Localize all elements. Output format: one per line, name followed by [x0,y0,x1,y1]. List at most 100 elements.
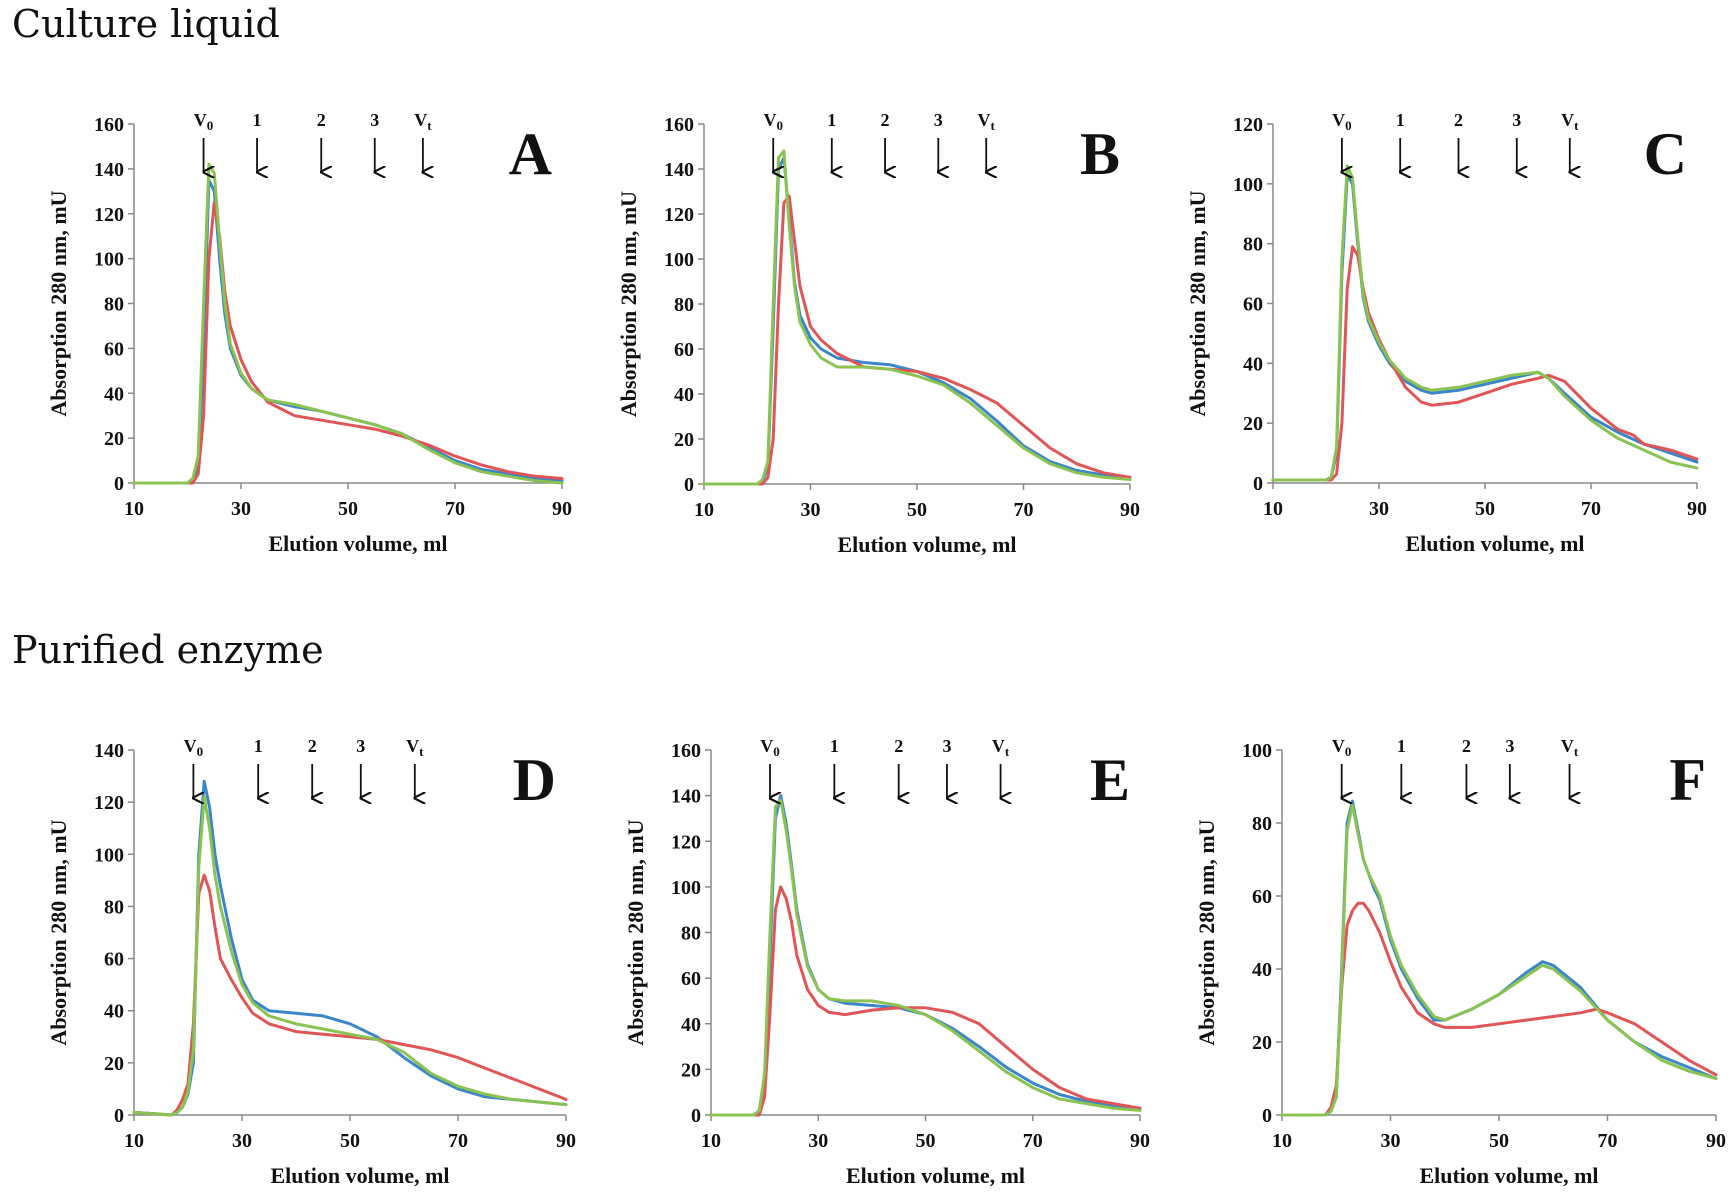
x-tick-label: 70 [1014,499,1034,521]
series-line-green [1280,803,1718,1117]
y-tick-label: 140 [664,159,694,181]
y-tick-label: 0 [1262,1105,1272,1127]
marker-label-main: V [1332,736,1345,756]
marker-label-subscript: t [1574,744,1579,759]
marker-label-main: V [763,110,776,130]
marker-label-subscript: 0 [773,744,780,759]
panel-letter: C [1644,121,1687,187]
y-tick-label: 140 [671,786,701,808]
marker-label: 2 [1454,110,1463,130]
panel-letter: E [1090,747,1130,813]
marker-label: 3 [934,110,943,130]
marker-label: 1 [830,736,839,756]
marker-label-main: 3 [356,736,365,756]
x-axis-label: Elution volume, ml [268,531,447,556]
x-tick-label: 30 [1369,498,1389,520]
x-axis-label: Elution volume, ml [270,1163,449,1188]
y-axis-label: Absorption 280 nm, mU [616,191,641,417]
y-tick-label: 20 [674,429,694,451]
marker-label-main: 3 [1512,110,1521,130]
marker-label-subscript: t [991,118,996,133]
marker-label-main: V [1332,110,1345,130]
y-tick-label: 160 [664,114,694,136]
y-tick-label: 0 [1253,473,1263,495]
marker-label: 1 [827,110,836,130]
y-tick-label: 20 [104,1053,124,1075]
y-tick-label: 120 [671,831,701,853]
y-axis-label: Absorption 280 nm, mU [46,190,71,416]
marker-label-subscript: t [1574,118,1579,133]
x-tick-label: 50 [340,1130,360,1152]
x-tick-label: 30 [1381,1130,1401,1152]
y-tick-label: 100 [1233,174,1263,196]
series-line-red [1271,245,1699,482]
marker-label: Vt [978,110,996,133]
x-tick-label: 30 [231,498,251,520]
marker-label: Vt [1561,736,1579,759]
marker-label: Vt [414,110,432,133]
marker-label-main: 3 [934,110,943,130]
x-tick-label: 30 [232,1130,252,1152]
marker-label: 1 [1396,110,1405,130]
x-tick-label: 10 [1263,498,1283,520]
x-tick-label: 10 [1272,1130,1292,1152]
x-tick-label: 50 [1475,498,1495,520]
panel-letter: F [1669,747,1706,813]
marker-label-main: 1 [254,736,263,756]
y-tick-label: 20 [104,428,124,450]
series-line-green [1271,164,1699,482]
marker-label-main: V [992,736,1005,756]
y-tick-label: 0 [684,474,694,496]
marker-label-main: V [414,110,427,130]
y-tick-label: 120 [664,204,694,226]
y-tick-label: 100 [94,249,124,271]
marker-label: 2 [894,736,903,756]
marker-label-subscript: 0 [1345,118,1352,133]
marker-label-main: V [760,736,773,756]
marker-label-main: 3 [370,110,379,130]
marker-label-main: 2 [894,736,903,756]
y-tick-label: 40 [1243,353,1263,375]
marker-label-main: 2 [1454,110,1463,130]
marker-label-main: 1 [827,110,836,130]
y-tick-label: 40 [104,1001,124,1023]
marker-label-subscript: 0 [1345,744,1352,759]
x-tick-label: 10 [694,499,714,521]
marker-label-main: 2 [881,110,890,130]
y-tick-label: 20 [681,1059,701,1081]
x-tick-label: 90 [1687,498,1707,520]
marker-label-main: 2 [1462,736,1471,756]
x-axis-label: Elution volume, ml [1419,1163,1598,1188]
marker-label-main: V [1561,110,1574,130]
x-tick-label: 70 [445,498,465,520]
marker-label-main: V [1561,736,1574,756]
y-tick-label: 60 [104,949,124,971]
y-axis-label: Absorption 280 nm, mU [623,819,648,1045]
y-tick-label: 40 [1252,959,1272,981]
marker-label: Vt [992,736,1010,759]
marker-label: Vt [406,736,424,759]
heading-purified-enzyme: Purified enzyme [12,628,324,672]
series-line-red [1280,901,1718,1117]
y-axis-label: Absorption 280 nm, mU [1194,819,1219,1045]
x-tick-label: 70 [448,1130,468,1152]
series-line-green [702,149,1132,486]
y-tick-label: 120 [94,204,124,226]
panel-letter: A [509,121,552,187]
y-tick-label: 40 [674,384,694,406]
marker-label: V0 [194,110,214,133]
y-tick-label: 100 [664,249,694,271]
y-tick-label: 80 [681,923,701,945]
x-axis-label: Elution volume, ml [837,532,1016,557]
series-line-green [132,162,564,485]
y-tick-label: 100 [1242,740,1272,762]
marker-label-main: V [978,110,991,130]
y-tick-label: 60 [1252,886,1272,908]
x-tick-label: 70 [1023,1130,1043,1152]
x-tick-label: 50 [916,1130,936,1152]
marker-label: 2 [317,110,326,130]
marker-label: 3 [942,736,951,756]
